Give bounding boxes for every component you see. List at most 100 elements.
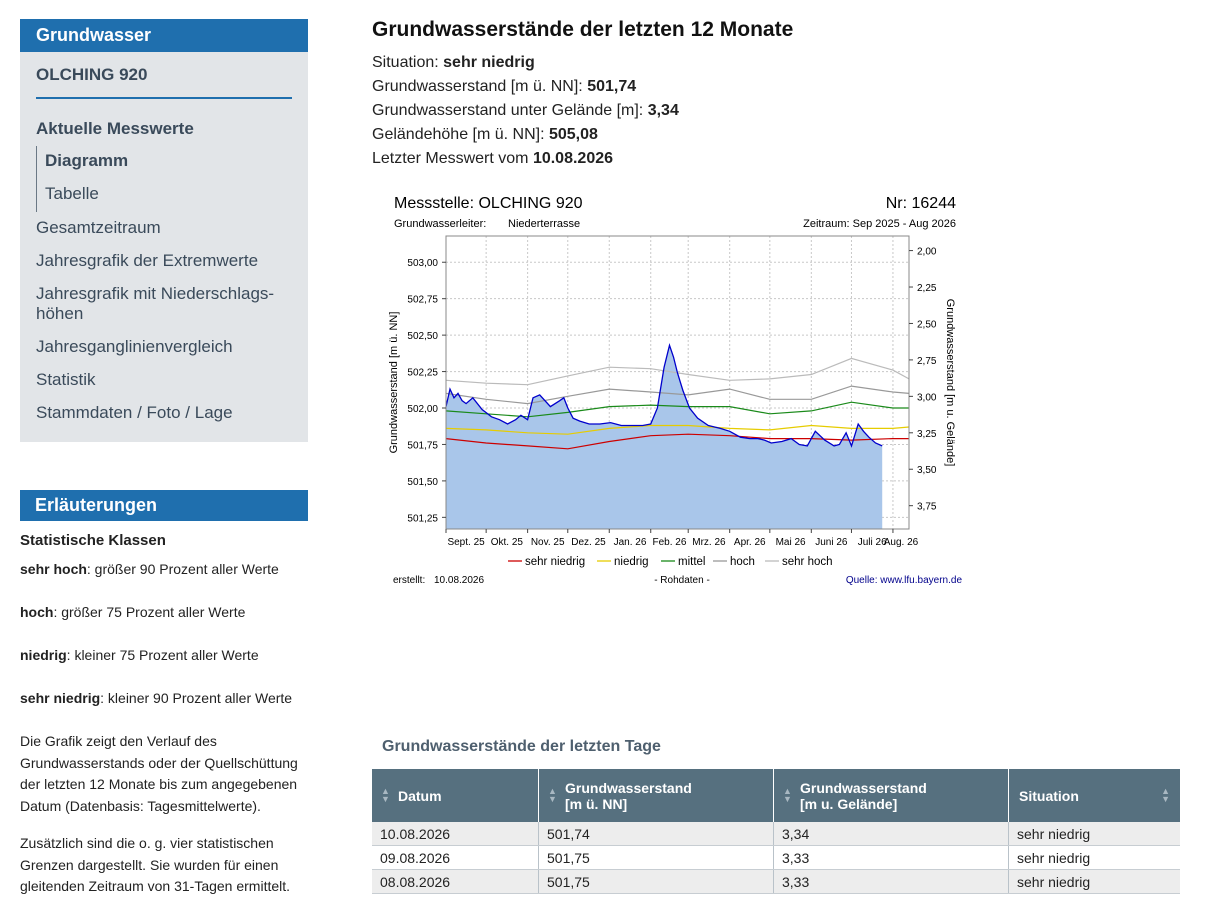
class-desc: : kleiner 90 Prozent aller Werte: [100, 690, 293, 706]
y-tick-label: 501,25: [407, 513, 438, 524]
plot-frame: [445, 235, 910, 530]
nav-jahresgrafik-niederschlag[interactable]: Jahresgrafik mit Niederschlags-höhen: [36, 284, 275, 323]
chart-title: Messstelle: OLCHING 920: [394, 195, 583, 212]
col-label: Grundwasserstand: [565, 779, 692, 796]
col-grundwasserstand-gelaende[interactable]: ▲ ▼ Grundwasserstand [m u. Gelände]: [773, 769, 1009, 822]
explanation-paragraph-2: Zusätzlich sind die o. g. vier statistis…: [20, 835, 291, 894]
class-sehr-niedrig: sehr niedrig: kleiner 90 Prozent aller W…: [20, 688, 310, 708]
y-tick-label: 502,75: [407, 295, 438, 306]
col-datum[interactable]: ▲ ▼ Datum: [372, 769, 539, 822]
nav-stammdaten[interactable]: Stammdaten / Foto / Lage: [36, 403, 233, 422]
cell-gelaende: 3,33: [773, 869, 1009, 894]
info-letzter-messwert: Letzter Messwert vom 10.08.2026: [372, 147, 793, 171]
sidebar-header: Grundwasser: [20, 19, 308, 52]
cell-situation: sehr niedrig: [1008, 845, 1180, 870]
x-tick-label: Nov. 25: [531, 537, 565, 548]
series-line-mittel: [445, 401, 909, 418]
y-right-tick-label: 2,00: [917, 247, 937, 258]
class-desc: : größer 90 Prozent aller Werte: [86, 561, 279, 577]
y-right-tick-label: 2,50: [917, 319, 937, 330]
x-tick-label: Jan. 26: [614, 537, 647, 548]
sort-icon: ▲ ▼: [548, 786, 557, 804]
table-row: 08.08.2026 501,75 3,33 sehr niedrig: [372, 869, 1180, 894]
series-layer: [445, 342, 910, 529]
sidebar: Grundwasser OLCHING 920 Aktuelle Messwer…: [20, 19, 308, 442]
chart-data-note: - Rohdaten -: [654, 575, 710, 586]
class-hoch: hoch: größer 75 Prozent aller Werte: [20, 602, 310, 622]
info-label: Geländehöhe [m ü. NN]:: [372, 126, 549, 143]
col-grundwasserstand-nn[interactable]: ▲ ▼ Grundwasserstand [m ü. NN]: [538, 769, 774, 822]
legend-layer: sehr niedrig niedrig mittel hoch sehr hoch: [508, 556, 833, 568]
info-label: Situation:: [372, 54, 444, 71]
cell-gelaende: 3,33: [773, 845, 1009, 870]
x-tick-label: Sept. 25: [447, 537, 485, 548]
nav-jahresganglinienvergleich[interactable]: Jahresganglinienvergleich: [36, 337, 233, 356]
sort-icon: ▲ ▼: [783, 786, 792, 804]
class-term: sehr niedrig: [20, 690, 101, 706]
col-situation[interactable]: Situation ▲ ▼: [1008, 769, 1180, 822]
chart-source: Quelle: www.lfu.bayern.de: [846, 575, 963, 586]
table-row: 09.08.2026 501,75 3,33 sehr niedrig: [372, 845, 1180, 870]
y-right-tick-label: 3,50: [917, 465, 937, 476]
legend-label: sehr hoch: [782, 556, 833, 568]
y-right-tick-label: 2,75: [917, 356, 937, 367]
y-right-tick-label: 3,75: [917, 502, 937, 513]
y-tick-label: 501,50: [407, 477, 438, 488]
nav-gesamtzeitraum[interactable]: Gesamtzeitraum: [36, 218, 161, 237]
info-value: 3,34: [647, 102, 679, 119]
chart-created-label: erstellt:: [393, 575, 425, 586]
chart-aquifer: Niederterrasse: [508, 218, 580, 230]
cell-gelaende: 3,34: [773, 822, 1009, 846]
explanations-header: Erläuterungen: [20, 490, 308, 521]
info-unter-gelaende: Grundwasserstand unter Gelände [m]: 3,34: [372, 99, 793, 123]
nav-jahresgrafik-extremwerte[interactable]: Jahresgrafik der Extremwerte: [36, 251, 259, 270]
axis-layer: 503,00 502,75 502,50 502,25 502,00 501,75 501,…: [388, 235, 956, 548]
measurements-table: ▲ ▼ Datum ▲ ▼ Grundwasserstand [m ü. NN] ▲ ▼ Gr…: [372, 769, 1180, 894]
series-line-niedrig: [445, 424, 910, 435]
series-line-sehr-hoch: [445, 357, 910, 386]
y-tick-label: 502,50: [407, 331, 438, 342]
col-label: Grundwasserstand: [800, 779, 927, 796]
legend-label: sehr niedrig: [525, 556, 585, 568]
nav-aktuelle-messwerte[interactable]: Aktuelle Messwerte: [36, 119, 194, 138]
station-name: OLCHING 920: [36, 60, 292, 99]
x-tick-label: Feb. 26: [653, 537, 687, 548]
info-value: 10.08.2026: [532, 150, 614, 167]
info-grundwasserstand: Grundwasserstand [m ü. NN]: 501,74: [372, 75, 793, 99]
y-tick-label: 501,75: [407, 440, 438, 451]
nav-tabelle[interactable]: Tabelle: [45, 184, 99, 203]
col-unit: [m u. Gelände]: [800, 795, 898, 812]
explanations: Statistische Klassen sehr hoch: größer 9…: [20, 531, 310, 914]
class-sehr-hoch: sehr hoch: größer 90 Prozent aller Werte: [20, 559, 310, 579]
table-title: Grundwasserstände der letzten Tage: [382, 738, 661, 755]
main-content: Grundwasserstände der letzten 12 Monate …: [372, 18, 793, 171]
col-label: Datum: [398, 787, 442, 804]
col-unit: [m ü. NN]: [565, 795, 628, 812]
legend-label: hoch: [730, 556, 755, 568]
info-label: Letzter Messwert vom: [372, 150, 533, 167]
x-tick-label: Dez. 25: [571, 537, 606, 548]
cell-datum: 09.08.2026: [372, 845, 539, 870]
series-line-sehr-niedrig: [445, 433, 909, 450]
nav-diagramm[interactable]: Diagramm: [45, 151, 129, 170]
subnav: Diagramm Tabelle: [36, 146, 292, 212]
y-tick-label: 502,00: [407, 404, 438, 415]
y-right-tick-label: 2,25: [917, 283, 937, 294]
y-right-axis-label: Grundwasserstand [m u. Gelände]: [944, 299, 956, 467]
sidebar-nav: OLCHING 920 Aktuelle Messwerte Diagramm …: [20, 52, 308, 442]
page-title: Grundwasserstände der letzten 12 Monate: [372, 18, 794, 41]
info-gelaendehoehe: Geländehöhe [m ü. NN]: 505,08: [372, 123, 793, 147]
class-desc: : größer 75 Prozent aller Werte: [53, 604, 246, 620]
nav-statistik[interactable]: Statistik: [36, 370, 96, 389]
legend-label: niedrig: [614, 556, 649, 568]
chart-period: Zeitraum: Sep 2025 - Aug 2026: [803, 218, 956, 230]
cell-situation: sehr niedrig: [1008, 869, 1180, 894]
info-situation: Situation: sehr niedrig: [372, 51, 793, 75]
chart-aquifer-label: Grundwasserleiter:: [394, 218, 486, 230]
y-tick-label: 503,00: [407, 258, 438, 269]
cell-datum: 10.08.2026: [372, 822, 539, 846]
groundwater-chart: Messstelle: OLCHING 920 Nr: 16244 Grundw…: [380, 188, 970, 588]
y-right-tick-label: 3,25: [917, 429, 937, 440]
info-label: Grundwasserstand unter Gelände [m]:: [372, 102, 648, 119]
x-tick-label: Okt. 25: [491, 537, 524, 548]
